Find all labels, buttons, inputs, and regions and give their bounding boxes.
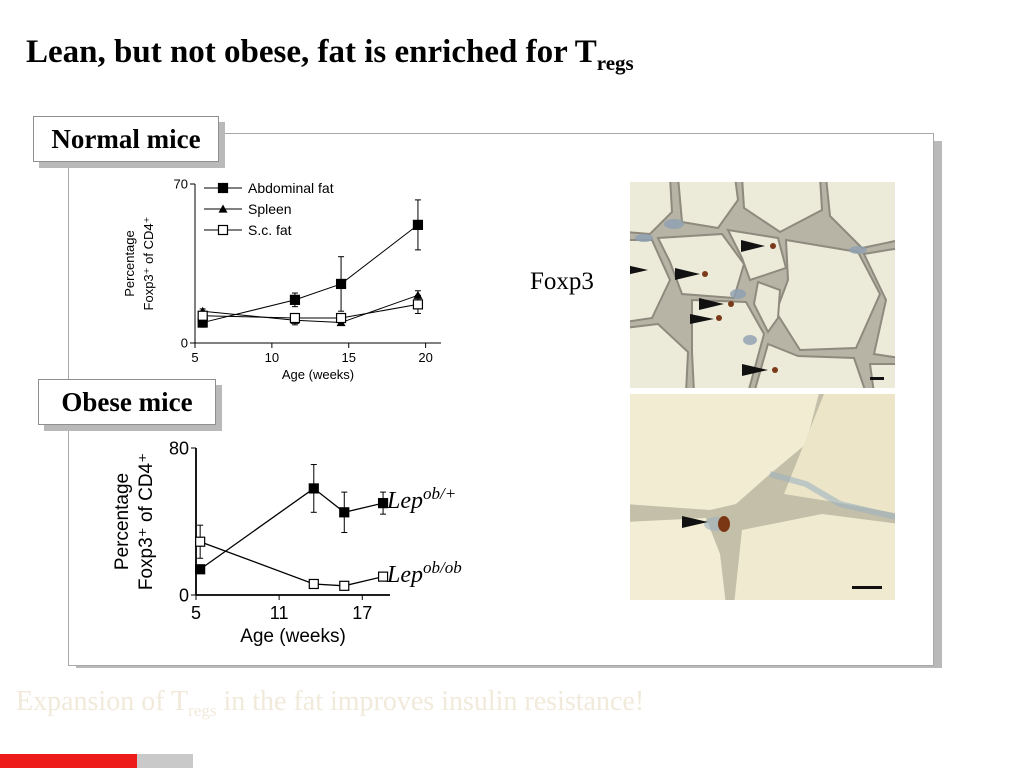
- obese-y-axis-label-line1: Percentage: [112, 473, 133, 570]
- normal-x-tick-label: 20: [418, 350, 432, 365]
- obese-x-axis-label: Age (weeks): [240, 626, 346, 647]
- normal-mice-label: Normal mice: [33, 116, 219, 162]
- obese-mice-chart: 5 11 17 0 80 Age (weeks) Percentage Foxp3⁺ of C…: [112, 438, 390, 647]
- lep-ob-het-label: Lepob/+: [387, 484, 457, 514]
- normal-x-axis-label: Age (weeks): [282, 367, 354, 382]
- normal-legend-label-0: Abdominal fat: [248, 180, 334, 196]
- normal-series-2-point: [289, 312, 301, 324]
- obese-x-tick-label: 5: [191, 603, 201, 623]
- normal-y-axis-label-line1: Percentage: [122, 230, 137, 297]
- normal-y-tick-label: 0: [181, 336, 188, 351]
- obese-y-tick-label: 80: [169, 438, 189, 458]
- obese-x-tick-label: 11: [270, 603, 289, 623]
- normal-series-2-point: [412, 299, 424, 310]
- normal-series-2-point: [335, 312, 347, 324]
- adipose-tissue-stain-image-obese: [630, 394, 895, 600]
- foxp3-label: Foxp3: [530, 268, 594, 295]
- obese-series-0-point: [308, 483, 319, 494]
- normal-legend-label-1: Spleen: [248, 201, 292, 217]
- normal-x-tick-label: 5: [191, 350, 198, 365]
- slide-title: Lean, but not obese, fat is enriched for…: [26, 34, 634, 76]
- normal-legend-marker-2: [217, 224, 229, 236]
- normal-series-2-line: [202, 303, 419, 319]
- normal-series-0-line: [202, 224, 419, 324]
- normal-y-axis-label-line2: Foxp3⁺ of CD4⁺: [141, 217, 156, 311]
- normal-x-tick-label: 10: [265, 350, 279, 365]
- normal-series-0-point: [335, 278, 347, 290]
- obese-series-1-line: [199, 541, 384, 587]
- foxp3-micrograph-obese: [630, 394, 895, 600]
- normal-legend-label-2: S.c. fat: [248, 222, 292, 238]
- normal-legend-marker-0: [217, 182, 229, 194]
- obese-series-1-point: [308, 578, 319, 590]
- normal-legend-marker-1: [218, 204, 228, 213]
- obese-x-tick-label: 17: [352, 603, 372, 623]
- normal-series-0-point: [412, 219, 424, 230]
- footer-statement: Expansion of Tregs in the fat improves i…: [16, 686, 645, 720]
- normal-series-2-point: [197, 310, 208, 321]
- lep-ob-ob-label: Lepob/ob: [387, 558, 462, 588]
- slide-title-text: Lean, but not obese, fat is enriched for…: [26, 34, 597, 70]
- obese-series-0-point: [339, 507, 350, 518]
- obese-y-axis-label-line2: Foxp3⁺ of CD4⁺: [136, 453, 157, 590]
- obese-series-1-point: [377, 571, 389, 582]
- obese-series-0-point: [377, 498, 389, 509]
- obese-series-0-line: [199, 487, 384, 570]
- normal-series-0-point: [289, 294, 301, 305]
- footer-accent-red: [0, 754, 137, 768]
- normal-x-tick-label: 15: [342, 350, 356, 365]
- obese-series-1-point: [339, 580, 350, 591]
- foxp3-micrograph-lean: [630, 182, 895, 388]
- normal-mice-chart: 5 10 15 20 0 70 Age (weeks) Percentage Foxp3⁺ of…: [122, 177, 441, 382]
- normal-y-tick-label: 70: [174, 177, 188, 192]
- obese-series-0-point: [195, 564, 206, 575]
- footer-accent-gray: [137, 754, 193, 768]
- obese-series-1-point: [195, 536, 206, 547]
- obese-y-tick-label: 0: [179, 585, 189, 605]
- obese-mice-label: Obese mice: [38, 379, 216, 425]
- normal-series-1-line: [202, 294, 419, 324]
- adipose-tissue-stain-image: [630, 182, 895, 388]
- slide-title-subscript: regs: [596, 51, 634, 75]
